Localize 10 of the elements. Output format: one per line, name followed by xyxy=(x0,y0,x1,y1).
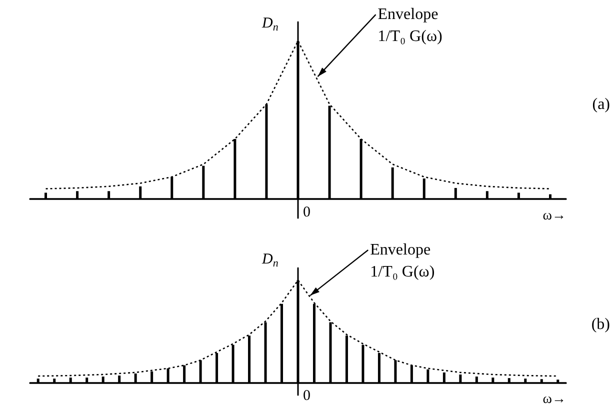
text: Envelope xyxy=(378,6,438,24)
annotation: 1/T₀ G(ω) xyxy=(378,28,442,46)
text: (b) xyxy=(591,316,610,333)
text: 0 xyxy=(303,388,310,404)
x-axis-title: ω→ xyxy=(542,208,566,224)
text: (a) xyxy=(592,96,610,113)
annotation: 1/T₀ G(ω) xyxy=(370,264,435,280)
text: 0 xyxy=(303,204,310,221)
x-axis-title: ω→ xyxy=(542,392,566,408)
text: Envelope xyxy=(370,242,431,258)
